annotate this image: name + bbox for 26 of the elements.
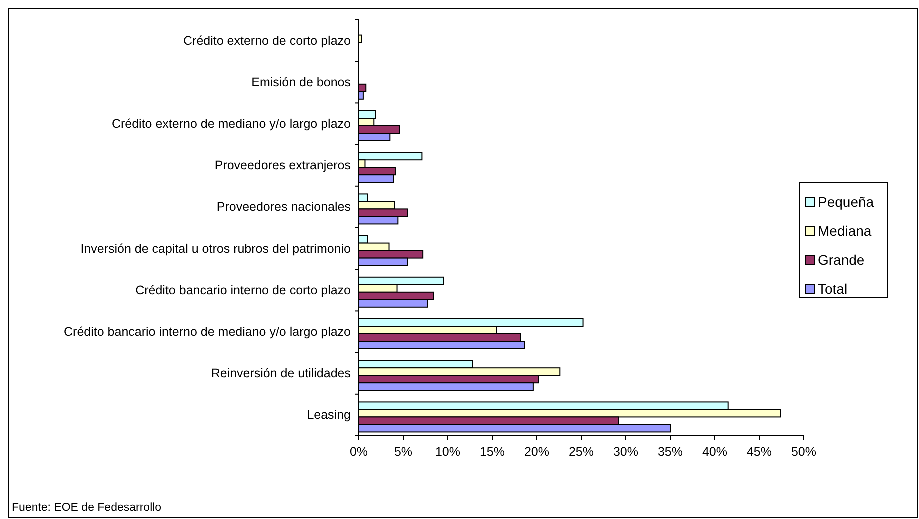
legend-label: Mediana — [818, 223, 872, 239]
x-tick-label: 5% — [394, 445, 413, 459]
y-tick-label: Crédito externo de corto plazo — [184, 34, 352, 48]
y-tick-label: Crédito bancario interno de corto plazo — [136, 283, 352, 298]
y-tick-label: Reinversión de utilidades — [211, 366, 351, 381]
x-tick-label: 35% — [658, 445, 684, 459]
y-tick-label: Emisión de bonos — [252, 75, 351, 90]
legend-label: Total — [818, 281, 848, 297]
x-tick-label: 40% — [702, 445, 728, 459]
y-tick-label: Inversión de capital u otros rubros del patrimonio — [80, 242, 352, 256]
legend-label: Grande — [818, 252, 865, 268]
source-note: Fuente: EOE de Fedesarrollo — [12, 502, 162, 514]
y-tick-label: Proveedores nacionales — [216, 200, 351, 214]
x-tick-label: 15% — [480, 445, 506, 459]
y-tick-label: Leasing — [307, 408, 352, 422]
x-tick-label: 45% — [746, 445, 772, 459]
y-tick-label: Proveedores extranjeros — [214, 158, 351, 173]
y-tick-label: Crédito bancario interno de mediano y/o largo plazo — [64, 325, 352, 339]
x-tick-label: 0% — [350, 445, 368, 459]
legend-label: Pequeña — [818, 194, 874, 210]
x-tick-label: 30% — [613, 445, 639, 459]
x-tick-label: 50% — [791, 445, 817, 459]
x-tick-label: 10% — [435, 445, 461, 459]
x-tick-label: 20% — [524, 445, 550, 459]
y-tick-label: Crédito externo de mediano y/o largo plazo — [112, 117, 352, 131]
x-tick-label: 25% — [568, 445, 594, 459]
